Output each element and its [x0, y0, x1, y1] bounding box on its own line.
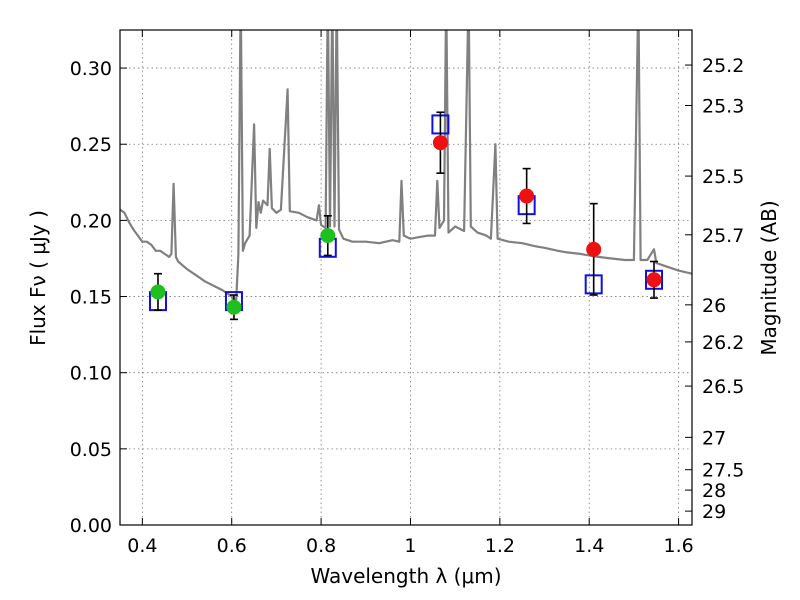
- photometry-point: [646, 272, 662, 288]
- x-tick-label: 1: [404, 535, 416, 557]
- y-axis-right-label: Magnitude (AB): [757, 200, 781, 355]
- ticks: 0.4 0.6 0.8 1 1.2 1.4 1.6 0.00 0.05 0.10 0.15 0.20 0…: [70, 30, 744, 557]
- y-tick-label: 0.25: [70, 134, 112, 156]
- x-tick-label: 0.8: [306, 535, 336, 557]
- mag-tick-label: 28: [702, 480, 726, 502]
- mag-tick-label: 25.2: [702, 55, 744, 77]
- y-tick-label: 0.05: [70, 439, 112, 461]
- y-tick-label: 0.20: [70, 210, 112, 232]
- x-tick-label: 0.6: [217, 535, 247, 557]
- y-tick-label: 0.15: [70, 287, 112, 309]
- y-tick-label: 0.10: [70, 363, 112, 385]
- x-axis-label: Wavelength λ (μm): [310, 564, 501, 588]
- photometry-point: [586, 241, 602, 257]
- mag-tick-label: 27.5: [702, 460, 744, 482]
- y-tick-label: 0.30: [70, 58, 112, 80]
- photometry-point: [432, 135, 448, 151]
- mag-tick-label: 29: [702, 501, 726, 523]
- mag-tick-label: 25.5: [702, 166, 744, 188]
- y-tick-label: 0.00: [70, 515, 112, 537]
- x-tick-label: 1.2: [485, 535, 515, 557]
- mag-tick-label: 26.2: [702, 332, 744, 354]
- mag-tick-label: 27: [702, 427, 726, 449]
- grid: [120, 30, 692, 526]
- mag-tick-label: 26.5: [702, 376, 744, 398]
- x-tick-label: 1.6: [663, 535, 693, 557]
- x-tick-label: 0.4: [127, 535, 157, 557]
- photometry-point: [519, 188, 535, 204]
- mag-tick-label: 26: [702, 295, 726, 317]
- photometry-point: [150, 284, 166, 300]
- mag-tick-label: 25.3: [702, 96, 744, 118]
- mag-tick-label: 25.7: [702, 225, 744, 247]
- plot-frame: [119, 29, 693, 526]
- model-spectrum-line: [120, 30, 692, 304]
- plot-area: [120, 30, 692, 321]
- photometry-point: [320, 228, 336, 244]
- photometry-point: [226, 299, 242, 315]
- y-axis-label: Flux Fν ( μJy ): [26, 210, 50, 346]
- x-tick-label: 1.4: [574, 535, 604, 557]
